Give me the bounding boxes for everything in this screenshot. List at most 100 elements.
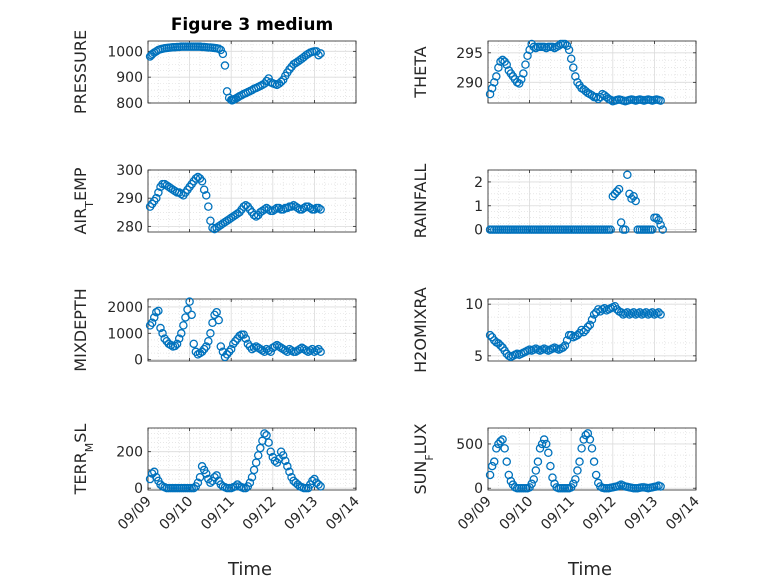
- y-tick-label: 2000: [107, 300, 143, 316]
- data-point: [247, 344, 257, 354]
- y-label-part: AIR: [71, 208, 90, 235]
- data-point: [560, 39, 570, 49]
- data-point: [314, 344, 323, 354]
- data-point: [544, 448, 553, 458]
- series-points: [485, 301, 665, 362]
- y-tick-label: 300: [116, 163, 143, 179]
- data-point: [316, 347, 325, 357]
- y-axis-label: MIXDEPTH: [71, 288, 90, 371]
- data-point: [600, 304, 609, 313]
- data-point: [485, 330, 495, 340]
- data-point: [541, 439, 551, 449]
- data-point: [616, 308, 626, 317]
- data-point: [287, 346, 296, 355]
- data-point: [571, 475, 580, 484]
- data-point: [500, 444, 509, 453]
- data-point: [297, 343, 307, 353]
- y-axis-label: SUNFLUX: [411, 423, 436, 494]
- data-point: [654, 308, 663, 317]
- data-point: [629, 191, 638, 201]
- data-point: [502, 60, 511, 69]
- y-tick-label: 5: [474, 349, 483, 365]
- data-point: [587, 444, 597, 453]
- data-point: [656, 482, 665, 491]
- series-points: [485, 170, 667, 234]
- data-point: [314, 203, 323, 213]
- data-point: [316, 482, 325, 491]
- data-point: [278, 451, 288, 460]
- data-point: [295, 344, 305, 354]
- data-point: [623, 308, 632, 317]
- data-point: [174, 334, 184, 343]
- data-point: [316, 205, 325, 214]
- data-point: [631, 196, 640, 206]
- axes-box: [147, 169, 357, 233]
- data-point: [195, 472, 205, 482]
- data-point: [533, 457, 543, 466]
- data-point: [260, 79, 269, 88]
- data-point: [627, 194, 636, 203]
- data-point: [283, 462, 292, 471]
- data-point: [539, 435, 549, 444]
- data-point: [529, 475, 539, 484]
- y-tick-label: 0: [474, 223, 483, 239]
- data-point: [658, 225, 667, 234]
- y-label-part: THETA: [411, 46, 430, 98]
- series-points: [145, 297, 325, 362]
- data-point: [179, 321, 188, 330]
- data-point: [308, 476, 317, 486]
- data-point: [214, 315, 223, 325]
- y-tick-label: 290: [116, 191, 143, 207]
- data-point: [158, 329, 167, 338]
- data-point: [593, 94, 603, 104]
- data-point: [521, 60, 530, 69]
- data-point: [231, 336, 240, 346]
- data-point: [260, 205, 269, 214]
- y-axis-label: PRESSURE: [71, 30, 90, 114]
- series-points: [485, 39, 665, 106]
- data-point: [519, 69, 528, 78]
- data-point: [652, 213, 661, 222]
- data-point: [245, 478, 255, 487]
- data-point: [498, 435, 507, 444]
- data-point: [222, 350, 232, 359]
- data-point: [629, 308, 638, 317]
- data-point: [305, 203, 315, 213]
- data-point: [229, 339, 238, 349]
- figure-title: Figure 3 medium: [171, 15, 333, 35]
- data-point: [587, 91, 597, 100]
- data-point: [201, 342, 211, 351]
- data-point: [577, 444, 586, 453]
- data-point: [253, 343, 263, 353]
- data-point: [152, 193, 161, 203]
- data-point: [201, 469, 211, 478]
- data-point: [260, 347, 269, 357]
- data-point: [494, 63, 503, 72]
- data-point: [564, 45, 574, 55]
- data-point: [308, 344, 317, 354]
- data-point: [527, 479, 536, 489]
- data-point: [268, 343, 278, 353]
- data-point: [487, 83, 497, 93]
- data-point: [587, 315, 597, 324]
- data-point: [537, 439, 547, 449]
- data-point: [270, 456, 280, 466]
- data-point: [299, 203, 309, 213]
- y-label-part: H2OMIXRA: [411, 287, 430, 373]
- data-point: [147, 318, 157, 327]
- series-points: [145, 429, 325, 493]
- data-point: [154, 188, 163, 197]
- data-point: [623, 170, 632, 180]
- data-point: [224, 347, 234, 357]
- y-tick-label: 1000: [107, 326, 143, 342]
- data-point: [187, 310, 196, 320]
- data-point: [291, 347, 300, 357]
- data-point: [249, 343, 259, 353]
- y-tick-label: 0: [134, 481, 143, 497]
- data-point: [293, 346, 303, 355]
- data-point: [310, 347, 319, 357]
- panel-mixdepth: 0 1000 2000 MIXDEPTH: [71, 288, 357, 372]
- data-point: [210, 310, 219, 320]
- data-point: [274, 203, 284, 213]
